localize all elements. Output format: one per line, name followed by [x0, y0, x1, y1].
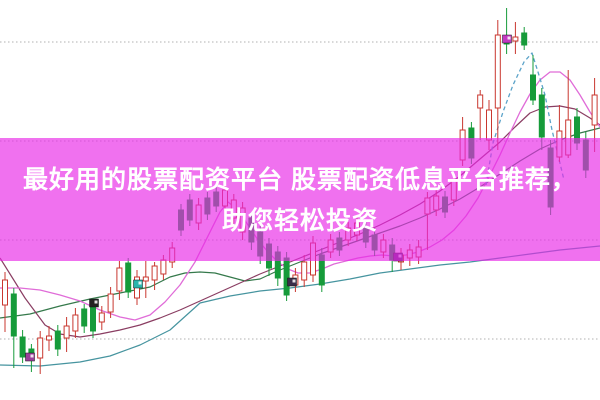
candle-body [591, 94, 598, 126]
candle-body [98, 312, 105, 323]
ma-spike-cyan [485, 52, 565, 186]
candle-body [116, 267, 123, 292]
candle-body [477, 94, 484, 109]
candle-body [494, 34, 501, 109]
candle-body [512, 36, 519, 42]
trade-marker-dot [292, 279, 296, 283]
candle-body [538, 94, 545, 138]
candle-body [63, 325, 70, 339]
candle-body [2, 279, 8, 306]
candle-body [37, 337, 44, 359]
candle-body [530, 74, 536, 101]
candle-body [125, 262, 132, 293]
banner-subline: 助您轻松投资 [221, 207, 378, 235]
candle-body [301, 261, 308, 281]
trade-marker-icon [502, 34, 512, 44]
candle-body [151, 265, 158, 281]
trade-marker-icon [25, 352, 35, 362]
trade-marker-dot [94, 300, 98, 304]
candle-body [46, 335, 52, 341]
candle-body [19, 336, 26, 358]
candle-body [521, 32, 528, 46]
trade-marker-icon [287, 277, 297, 287]
candle-body [160, 259, 167, 275]
trade-marker-dot [30, 354, 34, 358]
candle-body [72, 314, 79, 332]
candle-body [107, 293, 114, 313]
candle-body [81, 308, 88, 327]
banner-headline: 最好用的股票配资平台 股票配资低息平台推荐， [23, 166, 577, 194]
trade-marker-icon [89, 298, 99, 308]
candle-body [142, 276, 149, 282]
candle-body [283, 257, 290, 296]
candle-body [10, 293, 17, 337]
candle-body [54, 330, 61, 350]
candle-body [90, 306, 96, 332]
trade-marker-dot [138, 281, 142, 285]
promo-banner: 最好用的股票配资平台 股票配资低息平台推荐， 助您轻松投资 [0, 138, 600, 261]
trade-marker-dot [507, 36, 511, 40]
candle-body [486, 109, 492, 141]
ma-fast-pink [0, 71, 600, 321]
trade-marker-icon [133, 279, 143, 289]
